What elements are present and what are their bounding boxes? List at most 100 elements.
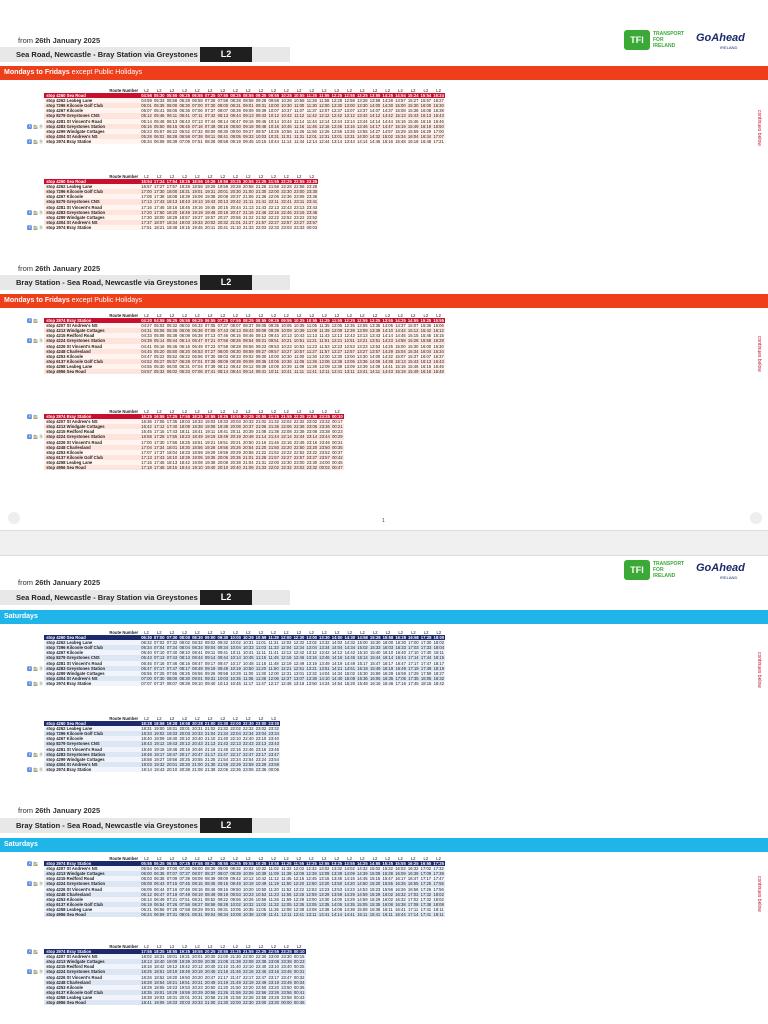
departure-time: 15:35 — [368, 901, 382, 907]
departure-time: 09:18 — [241, 123, 255, 129]
departure-time: 09:41 — [216, 650, 230, 656]
departure-time: 14:58 — [394, 338, 407, 344]
departure-time: 09:42 — [229, 876, 242, 882]
departure-time: 21:25 — [267, 414, 281, 420]
route-number-cell: L2 — [267, 630, 280, 636]
departure-time: 20:35 — [229, 454, 242, 460]
route-number-cell: L2 — [292, 409, 306, 415]
departure-time: 07:55 — [229, 318, 242, 324]
departure-time: 10:25 — [292, 318, 306, 324]
departure-time: 04:27 — [140, 323, 153, 329]
departure-time: 08:55 — [254, 318, 268, 324]
departure-time: 17:16 — [140, 204, 153, 210]
departure-time: 08:26 — [229, 338, 242, 344]
departure-time: 15:55 — [394, 861, 407, 867]
departure-time: 06:20 — [178, 348, 192, 354]
departure-time: 18:26 — [140, 974, 153, 980]
departure-time: 12:19 — [279, 660, 293, 666]
departure-time: 10:17 — [229, 660, 242, 666]
departure-time: 14:00 — [368, 103, 382, 109]
departure-time: 22:36 — [280, 194, 293, 200]
timetable-page-1: TFI TRANSPORT FOR IRELAND GoAhead IRELAN… — [0, 26, 768, 526]
table-row: stop 4262 Leabeg Lane 16:57 17:27 17:57 18:2… — [26, 184, 319, 190]
accessibility-icons — [26, 93, 45, 99]
departure-time: 15:30 — [406, 343, 420, 349]
departure-time: 11:48 — [267, 660, 280, 666]
departure-time: 04:31 — [140, 328, 153, 334]
route-number-cell: L2 — [368, 630, 382, 636]
table-row: stop 4215 Redford Road 16:45 17:15 17:43 18:… — [26, 429, 344, 435]
departure-time: 15:09 — [368, 871, 382, 877]
departure-time: 11:30 — [305, 103, 319, 109]
accessibility-icons: ♿ 🚉 Ⓡ — [26, 751, 45, 757]
departure-time: 23:00 — [254, 721, 268, 727]
departure-time: 20:32 — [216, 219, 230, 225]
departure-time: 19:09 — [152, 736, 166, 742]
departure-time: 06:58 — [178, 133, 192, 139]
route-number-cell: L2 — [191, 174, 204, 180]
route-number-cell: L2 — [203, 944, 217, 950]
departure-time: 16:16 — [368, 680, 382, 687]
departure-time: 11:52 — [280, 886, 293, 892]
departure-time: 20:33 — [241, 419, 255, 425]
departure-time: 13:21 — [305, 665, 319, 671]
route-number-row: Route Number L2 L2 L2 L2 L2 L2 L2 L2 L2 L2 L2 L2 L2 L2… — [26, 630, 446, 636]
departure-time: 20:03 — [178, 731, 192, 737]
table-row: stop 4248 Charlesland 18:28 18:54 19:21 19:5… — [26, 979, 306, 985]
departure-time: 11:08 — [254, 912, 268, 918]
departure-time: 12:23 — [330, 343, 344, 349]
departure-time: 17:25 — [419, 881, 433, 887]
departure-time: 17:38 — [152, 194, 166, 200]
departure-time: 17:05 — [394, 675, 408, 681]
departure-time: 23:13 — [254, 741, 268, 747]
stop-name: stop 4258 Leabeg Lane — [44, 906, 141, 913]
route-number-cell: L2 — [165, 313, 179, 319]
departure-time: 20:47 — [203, 974, 217, 980]
departure-time: 21:20 — [216, 984, 230, 990]
departure-time: 15:34 — [406, 348, 420, 354]
departure-time: 23:32 — [318, 419, 331, 425]
departure-time: 21:30 — [203, 761, 217, 767]
departure-time: 05:55 — [165, 93, 179, 99]
departure-time: 10:43 — [292, 333, 306, 339]
departure-time: 13:12 — [305, 650, 319, 656]
departure-time: 19:29 — [203, 184, 217, 190]
departure-time: 23:33 — [292, 224, 306, 231]
departure-time: 07:32 — [191, 128, 204, 134]
departure-time: 17:43 — [152, 454, 166, 460]
departure-time: 17:47 — [419, 660, 433, 666]
accessibility-icons — [26, 866, 45, 872]
departure-time: 21:06 — [241, 465, 255, 471]
departure-time: 09:13 — [254, 333, 268, 339]
table-row: stop 4215 Redford Road 06:03 06:38 07:09 07:… — [26, 876, 445, 882]
departure-time: 22:06 — [267, 194, 281, 200]
departure-time: 21:36 — [267, 424, 281, 430]
departure-time: 23:50 — [318, 444, 331, 450]
stop-name: stop 4226 St Vincent's Road — [44, 343, 141, 349]
departure-time: 11:26 — [292, 128, 306, 134]
departure-time: 08:55 — [241, 93, 255, 99]
departure-time: 08:28 — [229, 343, 242, 349]
departure-time: 20:55 — [191, 756, 204, 762]
departure-time: 11:17 — [241, 680, 255, 687]
departure-time: 14:10 — [381, 328, 395, 334]
departure-time: 10:58 — [292, 98, 306, 104]
departure-time: 19:59 — [178, 989, 192, 995]
departure-time: 18:05 — [419, 675, 433, 681]
departure-time: 17:09 — [419, 871, 433, 877]
departure-time: 23:43 — [267, 741, 281, 747]
departure-time: 05:27 — [152, 358, 166, 364]
departure-time: 18:21 — [152, 224, 166, 231]
departure-time: 07:25 — [152, 670, 166, 676]
departure-time: 13:23 — [317, 886, 331, 892]
departure-time: 19:43 — [203, 199, 217, 205]
departure-time: 13:19 — [305, 660, 319, 666]
departure-time: 15:13 — [394, 113, 407, 119]
departure-time: 23:38 — [280, 959, 293, 965]
departure-time: 06:32 — [191, 323, 204, 329]
departure-time: 17:17 — [407, 660, 420, 666]
stop-name: stop 4260 Sea Road — [44, 721, 141, 727]
departure-time: 17:16 — [140, 459, 153, 466]
departure-time: 16:05 — [368, 675, 382, 681]
departure-time: 08:39 — [178, 680, 192, 687]
